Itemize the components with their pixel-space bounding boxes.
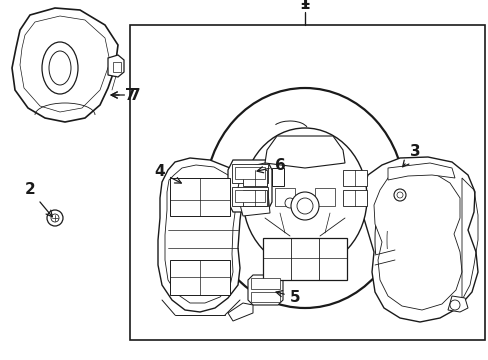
Text: 1: 1 [299, 0, 309, 12]
Ellipse shape [42, 42, 78, 94]
Text: 4: 4 [154, 165, 181, 183]
Text: 2: 2 [24, 183, 52, 217]
Text: 1: 1 [299, 0, 309, 8]
Ellipse shape [51, 214, 59, 222]
Polygon shape [247, 275, 283, 305]
Polygon shape [387, 163, 454, 180]
Bar [170, 260, 229, 295]
Bar [263, 238, 346, 280]
Ellipse shape [285, 198, 294, 208]
Ellipse shape [393, 189, 405, 201]
Ellipse shape [290, 192, 318, 220]
Ellipse shape [449, 300, 459, 310]
Bar [342, 190, 366, 206]
Polygon shape [108, 55, 124, 77]
Bar [231, 164, 267, 183]
Bar [130, 25, 484, 340]
Polygon shape [12, 8, 118, 122]
Text: 7: 7 [111, 87, 141, 103]
Bar [243, 190, 266, 206]
Polygon shape [227, 303, 252, 321]
Ellipse shape [396, 192, 402, 198]
Ellipse shape [47, 210, 63, 226]
Polygon shape [361, 157, 477, 322]
Bar [274, 188, 294, 206]
Bar [235, 167, 264, 179]
Text: 6: 6 [257, 158, 285, 174]
Ellipse shape [243, 128, 366, 268]
Ellipse shape [49, 51, 71, 85]
Ellipse shape [204, 88, 404, 308]
Bar [113, 62, 121, 72]
Bar [231, 187, 267, 206]
Bar [250, 292, 280, 302]
Bar [250, 278, 280, 289]
Text: 7: 7 [111, 87, 135, 103]
Ellipse shape [296, 198, 312, 214]
Polygon shape [447, 296, 467, 312]
Bar [235, 190, 264, 202]
Bar [170, 178, 229, 216]
Bar [342, 170, 366, 186]
Text: 3: 3 [402, 144, 420, 167]
Polygon shape [227, 160, 271, 212]
Bar [243, 170, 266, 186]
Polygon shape [158, 158, 243, 312]
Polygon shape [237, 163, 269, 216]
Polygon shape [264, 136, 345, 168]
Text: 5: 5 [276, 289, 300, 305]
Bar [271, 168, 284, 186]
Bar [314, 188, 334, 206]
